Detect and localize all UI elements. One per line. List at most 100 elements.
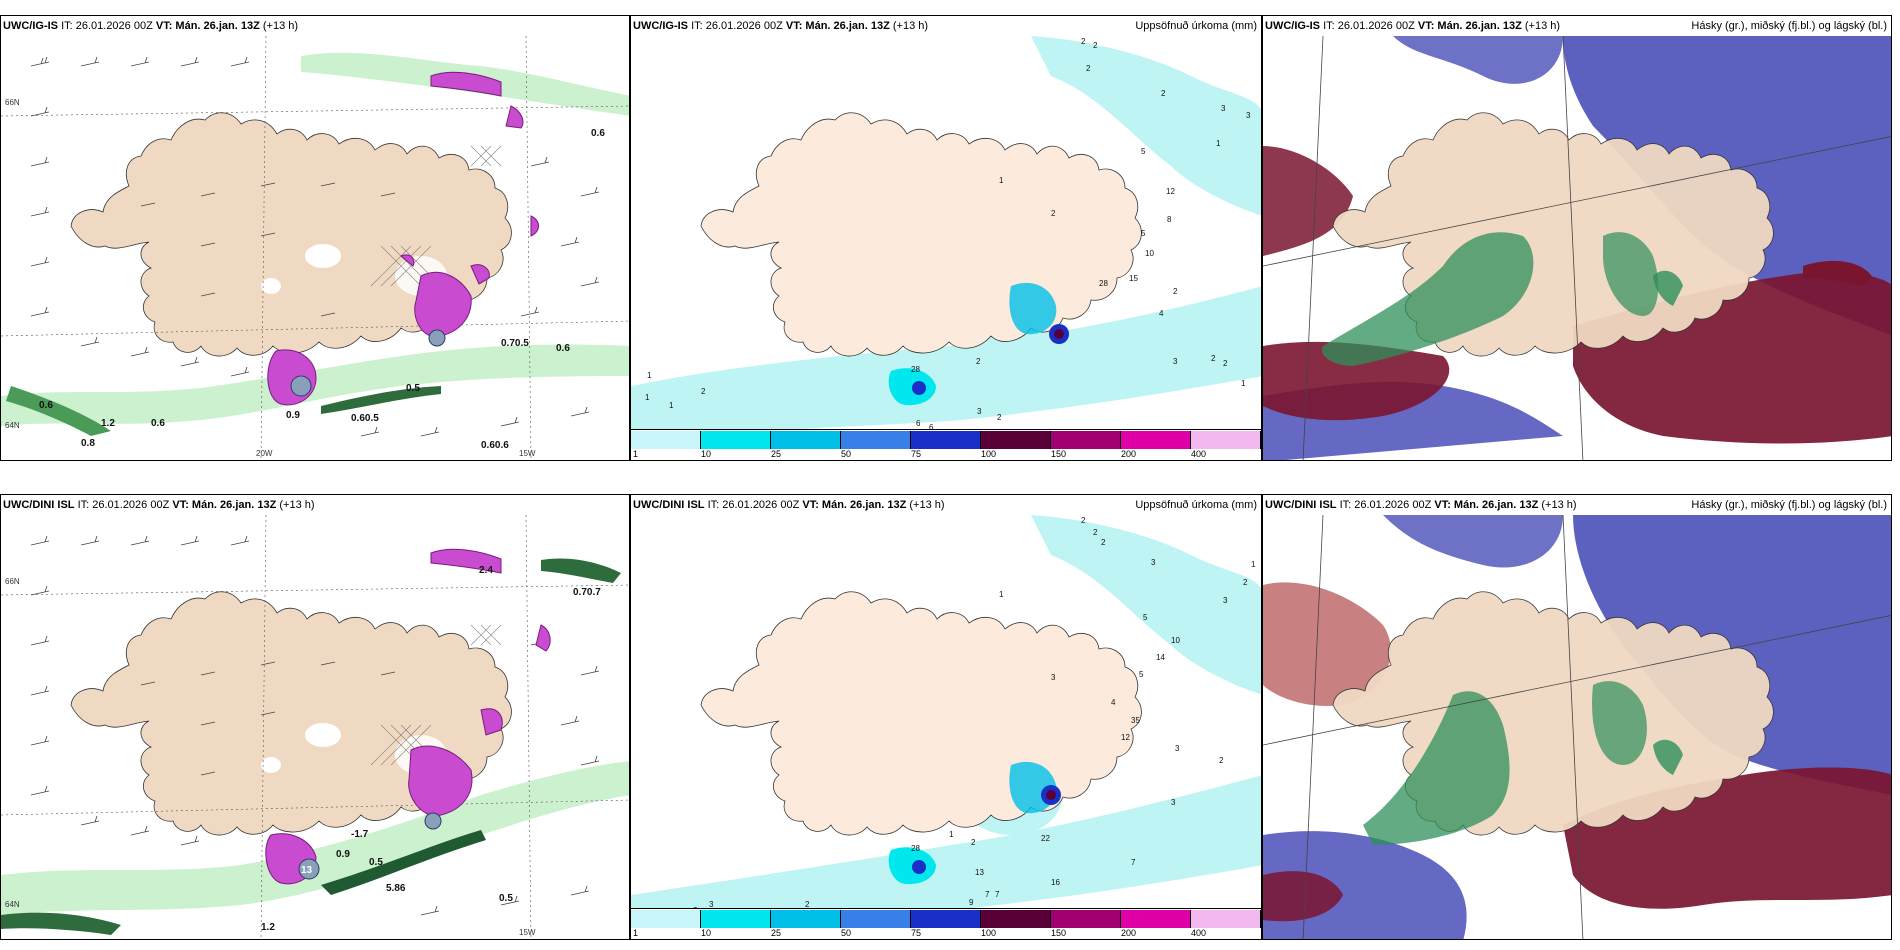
- p1-value: 0.6: [39, 400, 53, 411]
- p2-value: 1: [645, 393, 650, 402]
- p2-value: 6: [916, 419, 921, 428]
- p1-value: 0.6: [151, 418, 165, 429]
- panel-header: UWC/IG-IS IT: 26.01.2026 00Z VT: Mán. 26…: [633, 20, 928, 32]
- p2-value: 4: [1159, 309, 1164, 318]
- p2-value: 12: [1121, 733, 1130, 742]
- p2-value: 4: [1111, 698, 1116, 707]
- colorbar-swatch: [701, 910, 771, 928]
- colorbar-label: 1: [633, 928, 639, 938]
- lead-time: (+13 h): [1541, 499, 1577, 511]
- p1-value: 0.5: [406, 383, 420, 394]
- colorbar-label: 10: [701, 928, 712, 938]
- p2-value: 22: [1041, 834, 1050, 843]
- p2-value: 1: [949, 830, 954, 839]
- colorbar-label: 200: [1121, 928, 1137, 938]
- lon-label: 15W: [519, 449, 536, 458]
- p1-value: 0.5: [499, 893, 513, 904]
- p2-value: 10: [1171, 636, 1180, 645]
- colorbar-label: 100: [981, 449, 997, 459]
- map-canvas: 2 2 2 2 3 3 1 1 2 5 12 8 5 10 15 28 2 4 …: [631, 16, 1261, 460]
- colorbar-swatch: [1121, 910, 1191, 928]
- panel-header: UWC/DINI ISL IT: 26.01.2026 00Z VT: Mán.…: [3, 499, 315, 511]
- map-canvas: -1.7 0.9 0.5 5.86 13 0.5 1.2 0.70.7 2.4: [1, 495, 629, 939]
- valid-label: VT:: [172, 499, 189, 511]
- p2-value: 3: [977, 407, 982, 416]
- p2-value: 3: [1171, 798, 1176, 807]
- p2-value: 2: [1093, 528, 1098, 537]
- p2-value: 5: [1139, 670, 1144, 679]
- colorbar-labels: 1 10 25 50 75 100 150 200 400: [631, 449, 1261, 460]
- p1-value: 0.60.5: [351, 413, 379, 424]
- issue-time: IT: 26.01.2026 00Z: [77, 499, 170, 511]
- p1-value: 0.6: [591, 128, 605, 139]
- p2-value: 1: [647, 371, 652, 380]
- lead-time: (+13 h): [909, 499, 945, 511]
- valid-label: VT:: [1417, 20, 1435, 32]
- p2-value: 7: [985, 890, 990, 899]
- p2-value: 16: [1051, 878, 1060, 887]
- colorbar-label: 75: [911, 449, 922, 459]
- p2-value: 8: [1167, 215, 1172, 224]
- p1-value: -1.7: [351, 829, 369, 840]
- p2-value: 1: [999, 590, 1004, 599]
- row-dini-isl: UWC/DINI ISL IT: 26.01.2026 00Z VT: Mán.…: [0, 494, 1900, 940]
- colorbar-swatch: [1191, 431, 1261, 449]
- colorbar-label: 150: [1051, 449, 1067, 459]
- valid-label: VT:: [802, 499, 819, 511]
- colorbar-swatches: [631, 910, 1261, 928]
- p2-value: 28: [911, 844, 920, 853]
- p2-value: 1: [1216, 139, 1221, 148]
- colorbar-label: 50: [841, 449, 852, 459]
- colorbar-swatch: [1121, 431, 1191, 449]
- p2-value: 13: [975, 868, 984, 877]
- colorbar-label: 10: [701, 449, 712, 459]
- p2-value: 2: [1081, 37, 1086, 46]
- p1-value: 0.70.5: [501, 338, 529, 349]
- colorbar-label: 150: [1051, 928, 1067, 938]
- lat-label: 64N: [5, 421, 20, 430]
- p2-value: 12: [1166, 187, 1175, 196]
- issue-time: IT: 26.01.2026 00Z: [1339, 499, 1432, 511]
- p1-value: 1.2: [101, 418, 115, 429]
- colorbar-swatch: [841, 431, 911, 449]
- valid-label: VT:: [785, 20, 803, 32]
- p2-value: 1: [669, 401, 674, 410]
- p1-value: 5.86: [386, 883, 406, 894]
- p2-value: 2: [805, 900, 810, 909]
- colorbar-label: 25: [771, 449, 782, 459]
- colorbar: 1 10 25 50 75 100 150 200 400: [631, 908, 1261, 939]
- p2-value: 15: [1129, 274, 1138, 283]
- valid-label: VT:: [1434, 499, 1451, 511]
- p2-value: 3: [1151, 558, 1156, 567]
- colorbar-swatch: [631, 910, 701, 928]
- panel-title: Uppsöfnuð úrkoma (mm): [1135, 20, 1257, 32]
- colorbar-label: 200: [1121, 449, 1137, 459]
- p2-value: 2: [1051, 209, 1056, 218]
- p2-value: 2: [701, 387, 706, 396]
- p1-value: 1.2: [261, 922, 275, 933]
- p1-value: 0.6: [556, 343, 570, 354]
- colorbar-swatches: [631, 431, 1261, 449]
- map-canvas: 0.6 0.6 1.2 0.8 0.9 0.6 0.5 0.70.5 0.6 0…: [1, 16, 629, 460]
- p2-value: 2: [1173, 287, 1178, 296]
- panel-title: Hásky (gr.), miðský (fj.bl.) og lágský (…: [1691, 499, 1887, 511]
- colorbar-labels: 1 10 25 50 75 100 150 200 400: [631, 928, 1261, 939]
- colorbar-label: 75: [911, 928, 922, 938]
- model-name: UWC/DINI ISL: [633, 499, 705, 511]
- panel-header: UWC/IG-IS IT: 26.01.2026 00Z VT: Mán. 26…: [1265, 20, 1560, 32]
- valid-time: Mán. 26.jan. 13Z: [1437, 20, 1522, 32]
- p2-value: 3: [1221, 104, 1226, 113]
- p2-value: 5: [1141, 147, 1146, 156]
- colorbar-label: 100: [981, 928, 997, 938]
- lead-time: (+13 h): [1524, 20, 1561, 32]
- issue-time: IT: 26.01.2026 00Z: [1323, 20, 1415, 32]
- p2-value: 2: [976, 357, 981, 366]
- p2-value: 2: [1093, 41, 1098, 50]
- p1-value: 0.5: [369, 857, 383, 868]
- panel-header: UWC/DINI ISL IT: 26.01.2026 00Z VT: Mán.…: [1265, 499, 1577, 511]
- p2-value: 1: [1241, 379, 1246, 388]
- colorbar-label: 400: [1191, 928, 1207, 938]
- model-name: UWC/DINI ISL: [3, 499, 75, 511]
- p2-value: 28: [911, 365, 920, 374]
- p2-value: 6: [929, 423, 934, 432]
